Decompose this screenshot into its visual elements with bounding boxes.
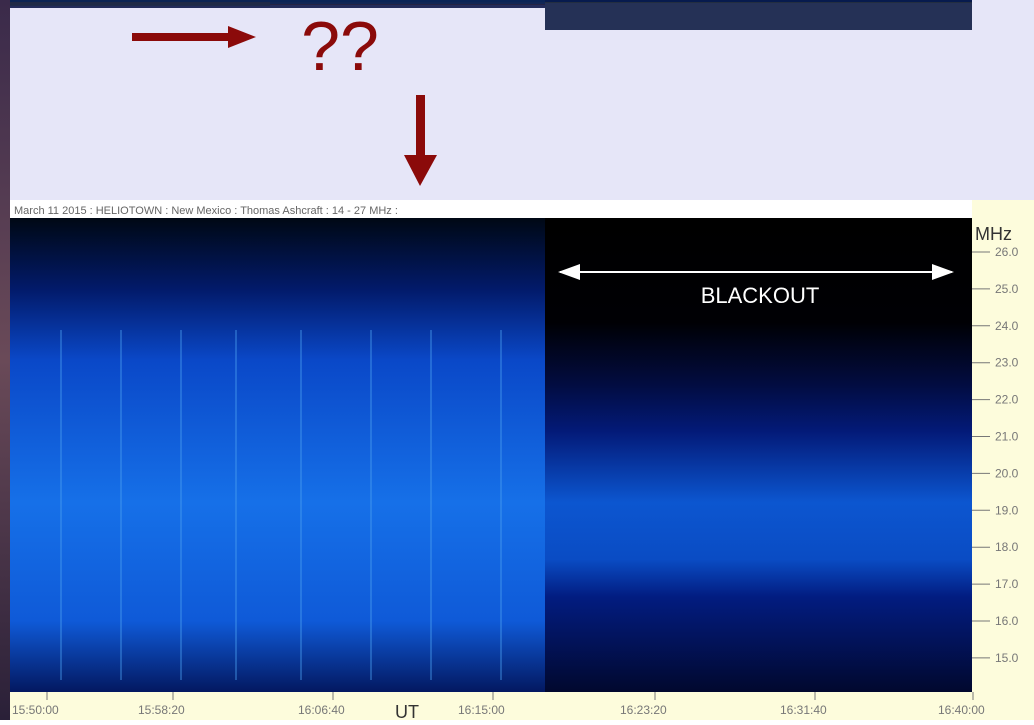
streak <box>10 0 545 8</box>
time-label: 16:40:00 <box>938 703 985 717</box>
spectrogram-header: March 11 2015 : HELIOTOWN : New Mexico :… <box>14 205 398 217</box>
streak <box>545 0 972 30</box>
frequency-label: 24.0 <box>995 319 1019 333</box>
streak <box>60 330 62 680</box>
streak <box>430 330 432 680</box>
frequency-label: 16.0 <box>995 614 1019 628</box>
frequency-label: 15.0 <box>995 651 1019 665</box>
time-label: 15:50:00 <box>12 703 59 717</box>
frequency-label: 17.0 <box>995 577 1019 591</box>
streak <box>235 330 237 680</box>
time-label: 16:15:00 <box>458 703 505 717</box>
streak <box>180 330 182 680</box>
frequency-label: 25.0 <box>995 282 1019 296</box>
arrows <box>132 26 437 186</box>
streak <box>370 330 372 680</box>
streak <box>300 330 302 680</box>
annotation: ?? <box>301 7 379 85</box>
frequency-label: 19.0 <box>995 503 1019 517</box>
time-label: 16:31:40 <box>780 703 827 717</box>
time-label: 16:06:40 <box>298 703 345 717</box>
frequency-label: 21.0 <box>995 430 1019 444</box>
header-strip <box>10 200 972 218</box>
blackout-label: BLACKOUT <box>701 283 820 308</box>
frequency-label: 18.0 <box>995 540 1019 554</box>
frequency-label: 22.0 <box>995 393 1019 407</box>
streak <box>500 330 502 680</box>
time-label: 15:58:20 <box>138 703 185 717</box>
streak <box>120 330 122 680</box>
time-axis-label: UT <box>395 702 419 720</box>
spectrogram <box>10 0 972 692</box>
side-strip <box>0 0 10 720</box>
frequency-label: 26.0 <box>995 245 1019 259</box>
unit-label: MHz <box>975 224 1012 244</box>
arrowhead <box>558 264 580 280</box>
time-label: 16:23:20 <box>620 703 667 717</box>
frequency-label: 20.0 <box>995 466 1019 480</box>
arrowhead <box>932 264 954 280</box>
frequency-label: 23.0 <box>995 356 1019 370</box>
